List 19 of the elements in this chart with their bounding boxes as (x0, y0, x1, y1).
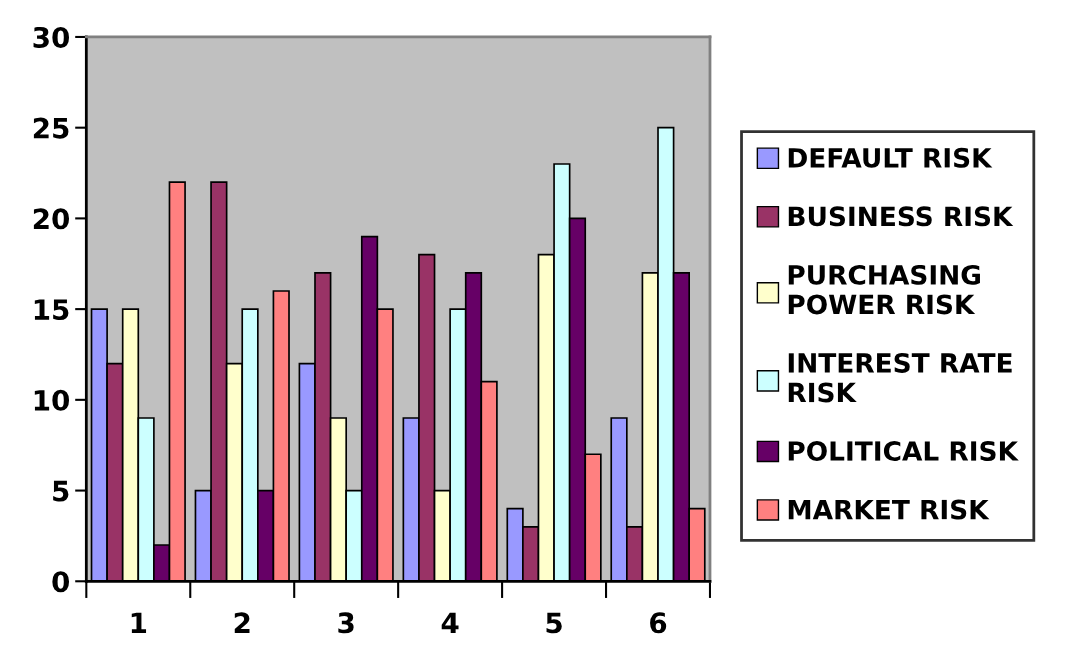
y-tick-label: 10 (34, 389, 70, 411)
x-tick-label: 6 (650, 612, 667, 634)
x-tick-label: 4 (441, 612, 459, 633)
y-tick-label: 0 (52, 571, 70, 593)
legend-label: DEFAULT RISK (788, 147, 993, 168)
legend-label: POLITICAL RISK (788, 441, 1019, 461)
y-tick-label: 5 (53, 480, 69, 502)
x-tick-label: 3 (338, 612, 354, 634)
x-tick-label: 2 (234, 612, 250, 633)
legend-label: INTEREST RATE RISK (788, 352, 1012, 403)
y-tick-label: 20 (33, 208, 70, 230)
legend-label: MARKET RISK (788, 499, 990, 520)
y-tick-label: 25 (33, 117, 69, 139)
x-tick-label: 5 (546, 612, 562, 634)
legend-label: PURCHASING POWER RISK (788, 264, 980, 315)
y-tick-label: 30 (33, 26, 70, 48)
legend-label: BUSINESS RISK (788, 206, 1014, 227)
y-tick-label: 15 (34, 299, 69, 321)
x-tick-label: 1 (131, 612, 147, 633)
